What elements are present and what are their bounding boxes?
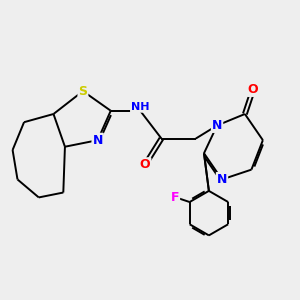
Text: F: F	[171, 190, 179, 204]
Text: N: N	[217, 173, 227, 186]
Text: NH: NH	[131, 102, 149, 112]
Text: N: N	[92, 134, 103, 147]
Text: N: N	[212, 119, 222, 132]
Text: O: O	[140, 158, 150, 171]
Text: O: O	[248, 83, 258, 96]
Text: S: S	[78, 85, 87, 98]
